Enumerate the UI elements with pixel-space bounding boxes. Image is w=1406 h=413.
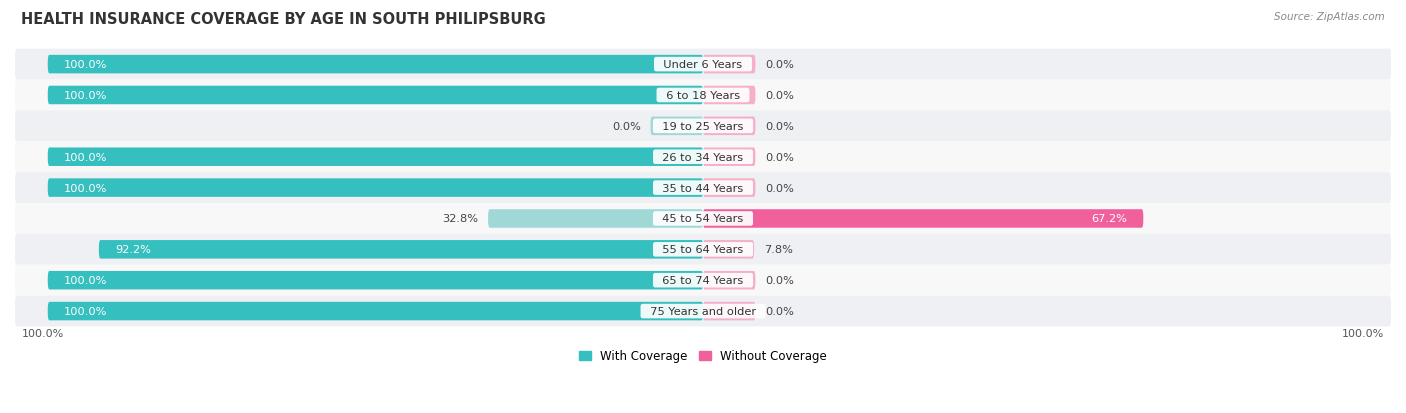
Text: 0.0%: 0.0% [765,91,794,101]
FancyBboxPatch shape [703,148,755,166]
Text: 92.2%: 92.2% [115,245,150,255]
Legend: With Coverage, Without Coverage: With Coverage, Without Coverage [574,345,832,367]
Text: 75 Years and older: 75 Years and older [643,306,763,316]
Text: 0.0%: 0.0% [765,183,794,193]
FancyBboxPatch shape [703,56,755,74]
Text: 100.0%: 100.0% [65,91,107,101]
Text: 0.0%: 0.0% [765,60,794,70]
Text: 100.0%: 100.0% [65,152,107,162]
Text: 7.8%: 7.8% [763,245,793,255]
FancyBboxPatch shape [703,86,755,105]
Text: 100.0%: 100.0% [21,329,63,339]
FancyBboxPatch shape [98,240,703,259]
FancyBboxPatch shape [48,56,703,74]
FancyBboxPatch shape [48,271,703,290]
Text: 0.0%: 0.0% [765,121,794,131]
Text: 19 to 25 Years: 19 to 25 Years [655,121,751,131]
Text: 100.0%: 100.0% [65,306,107,316]
Text: Under 6 Years: Under 6 Years [657,60,749,70]
FancyBboxPatch shape [15,204,1391,234]
Text: 100.0%: 100.0% [65,183,107,193]
FancyBboxPatch shape [48,148,703,166]
FancyBboxPatch shape [15,81,1391,111]
Text: 67.2%: 67.2% [1091,214,1128,224]
Text: 0.0%: 0.0% [765,275,794,285]
FancyBboxPatch shape [703,117,755,136]
Text: 0.0%: 0.0% [765,152,794,162]
Text: 6 to 18 Years: 6 to 18 Years [659,91,747,101]
FancyBboxPatch shape [15,142,1391,173]
FancyBboxPatch shape [703,179,755,197]
Text: 0.0%: 0.0% [612,121,641,131]
FancyBboxPatch shape [48,179,703,197]
FancyBboxPatch shape [703,271,755,290]
FancyBboxPatch shape [703,302,755,320]
Text: 100.0%: 100.0% [65,275,107,285]
FancyBboxPatch shape [48,302,703,320]
Text: 35 to 44 Years: 35 to 44 Years [655,183,751,193]
Text: 100.0%: 100.0% [65,60,107,70]
Text: Source: ZipAtlas.com: Source: ZipAtlas.com [1274,12,1385,22]
Text: 26 to 34 Years: 26 to 34 Years [655,152,751,162]
Text: 100.0%: 100.0% [1343,329,1385,339]
Text: 45 to 54 Years: 45 to 54 Years [655,214,751,224]
FancyBboxPatch shape [703,240,754,259]
FancyBboxPatch shape [703,210,1143,228]
FancyBboxPatch shape [488,210,703,228]
FancyBboxPatch shape [651,117,703,136]
FancyBboxPatch shape [48,86,703,105]
FancyBboxPatch shape [15,50,1391,81]
FancyBboxPatch shape [15,265,1391,296]
Text: 55 to 64 Years: 55 to 64 Years [655,245,751,255]
Text: HEALTH INSURANCE COVERAGE BY AGE IN SOUTH PHILIPSBURG: HEALTH INSURANCE COVERAGE BY AGE IN SOUT… [21,12,546,27]
FancyBboxPatch shape [15,234,1391,265]
Text: 0.0%: 0.0% [765,306,794,316]
FancyBboxPatch shape [15,296,1391,327]
Text: 32.8%: 32.8% [443,214,478,224]
FancyBboxPatch shape [15,173,1391,204]
FancyBboxPatch shape [15,111,1391,142]
Text: 65 to 74 Years: 65 to 74 Years [655,275,751,285]
